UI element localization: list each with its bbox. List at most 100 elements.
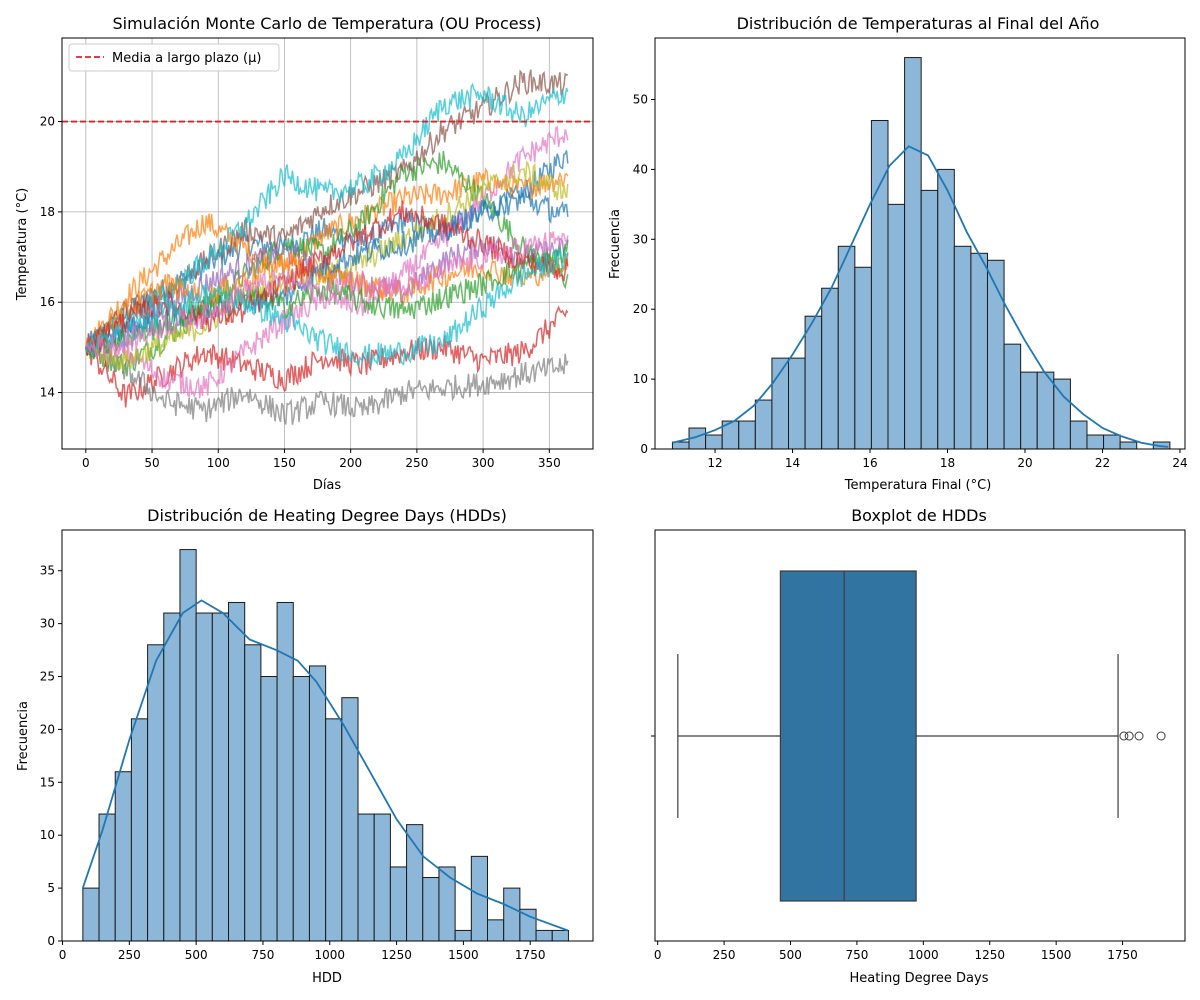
histogram-bar [1053, 378, 1071, 450]
legend: Media a largo plazo (μ) [68, 43, 280, 72]
kde-curve [672, 145, 1169, 448]
histogram-bar [147, 644, 165, 942]
y-tick-label: 20 [633, 302, 648, 316]
axes-frame [654, 37, 1186, 450]
y-axis-label: Frecuencia [608, 209, 623, 279]
histogram-bar [953, 245, 972, 450]
x-tick-label: 1000 [908, 948, 939, 962]
histogram-bar [114, 771, 132, 942]
x-tick-label: 24 [1172, 456, 1187, 470]
series-group [85, 69, 569, 425]
series-line [85, 191, 569, 354]
histogram-bar [1020, 371, 1038, 450]
x-tick-label: 200 [339, 456, 362, 470]
histogram-bar [1069, 420, 1088, 450]
histogram-bar [1103, 434, 1121, 450]
series-line [85, 167, 569, 355]
x-tick-label: 1250 [381, 948, 412, 962]
x-axis-label: Heating Degree Days [850, 971, 989, 986]
chart-temperature-simulation: Simulación Monte Carlo de Temperatura (O… [15, 14, 542, 493]
x-tick-label: 100 [207, 456, 230, 470]
outlier-point [1119, 731, 1129, 741]
chart-title: Simulación Monte Carlo de Temperatura (O… [112, 14, 541, 33]
histogram-bar [292, 676, 310, 942]
histogram-bar [82, 887, 100, 942]
x-tick-label: 22 [1095, 456, 1110, 470]
x-tick-label: 12 [707, 456, 722, 470]
x-tick-label: 750 [845, 948, 868, 962]
histogram-bar [454, 929, 472, 942]
x-tick-label: 0 [82, 456, 90, 470]
chart-final-temperature-histogram: Distribución de Temperaturas al Final de… [608, 14, 1099, 493]
histogram-bar [870, 119, 889, 450]
x-tick-label: 250 [405, 456, 428, 470]
chart-title: Boxplot de HDDs [851, 506, 987, 525]
histogram-bar [357, 813, 375, 942]
chart-title: Distribución de Heating Degree Days (HDD… [147, 506, 507, 525]
histogram-bar [738, 420, 756, 450]
x-tick-label: 150 [273, 456, 296, 470]
y-tick-label: 25 [40, 670, 55, 684]
x-tick-label: 0 [654, 948, 662, 962]
x-tick-label: 18 [940, 456, 955, 470]
x-tick-label: 250 [118, 948, 141, 962]
histogram-bar [373, 813, 391, 942]
histogram-bar [308, 665, 327, 942]
histogram-bar [821, 287, 839, 450]
x-axis-label: HDD [312, 971, 342, 986]
axes-frame [61, 37, 594, 450]
x-tick-label: 1500 [448, 948, 479, 962]
histogram-bar [276, 601, 294, 942]
series-line [85, 231, 569, 360]
x-tick-label: 1250 [974, 948, 1005, 962]
histogram-bar [422, 877, 440, 942]
y-tick-label: 30 [633, 232, 648, 246]
histogram-bar [804, 315, 823, 450]
histogram-bar [986, 259, 1005, 450]
box-iqr [779, 570, 917, 902]
histogram-bar [705, 434, 723, 450]
series-line [85, 338, 569, 425]
x-tick-label: 0 [59, 948, 67, 962]
y-tick-label: 30 [40, 617, 55, 631]
histogram-bar [163, 612, 181, 942]
histogram-bar [970, 252, 988, 450]
legend-box [68, 43, 280, 72]
histogram-bar [325, 718, 343, 942]
y-tick-label: 10 [40, 828, 55, 842]
x-tick-label: 500 [185, 948, 208, 962]
y-tick-label: 20 [40, 722, 55, 736]
y-axis-label: Temperatura (°C) [15, 188, 30, 301]
x-axis-label: Días [313, 478, 342, 493]
chart-hdd-boxplot: Boxplot de HDDs Heating Degree Days [850, 506, 989, 986]
y-tick-label: 0 [640, 442, 648, 456]
x-tick-label: 1000 [314, 948, 345, 962]
histogram-bar [228, 601, 246, 942]
histogram-bar [260, 676, 278, 942]
histogram-bar [1036, 371, 1055, 450]
histogram-bar [195, 612, 213, 942]
x-tick-label: 300 [472, 456, 495, 470]
y-axis-label: Frecuencia [16, 701, 31, 771]
histogram-bar [887, 203, 906, 450]
legend-label: Media a largo plazo (μ) [112, 51, 261, 66]
x-tick-label: 16 [862, 456, 877, 470]
histogram-bar [389, 866, 408, 942]
x-tick-label: 350 [538, 456, 561, 470]
histogram-bar [754, 399, 773, 450]
bars [82, 549, 569, 942]
histogram-bar [854, 266, 872, 450]
x-tick-label: 14 [785, 456, 800, 470]
histogram-bar [487, 919, 505, 942]
histogram-bar [244, 644, 262, 942]
histogram-bar [406, 824, 424, 942]
x-tick-label: 20 [1017, 456, 1032, 470]
histogram-bar [904, 57, 922, 450]
kde-curve [81, 599, 568, 932]
x-axis-label: Temperatura Final (°C) [844, 478, 992, 493]
series-line [85, 151, 569, 377]
x-tick-label: 250 [713, 948, 736, 962]
histogram-bar [535, 929, 553, 942]
x-tick-label: 500 [779, 948, 802, 962]
